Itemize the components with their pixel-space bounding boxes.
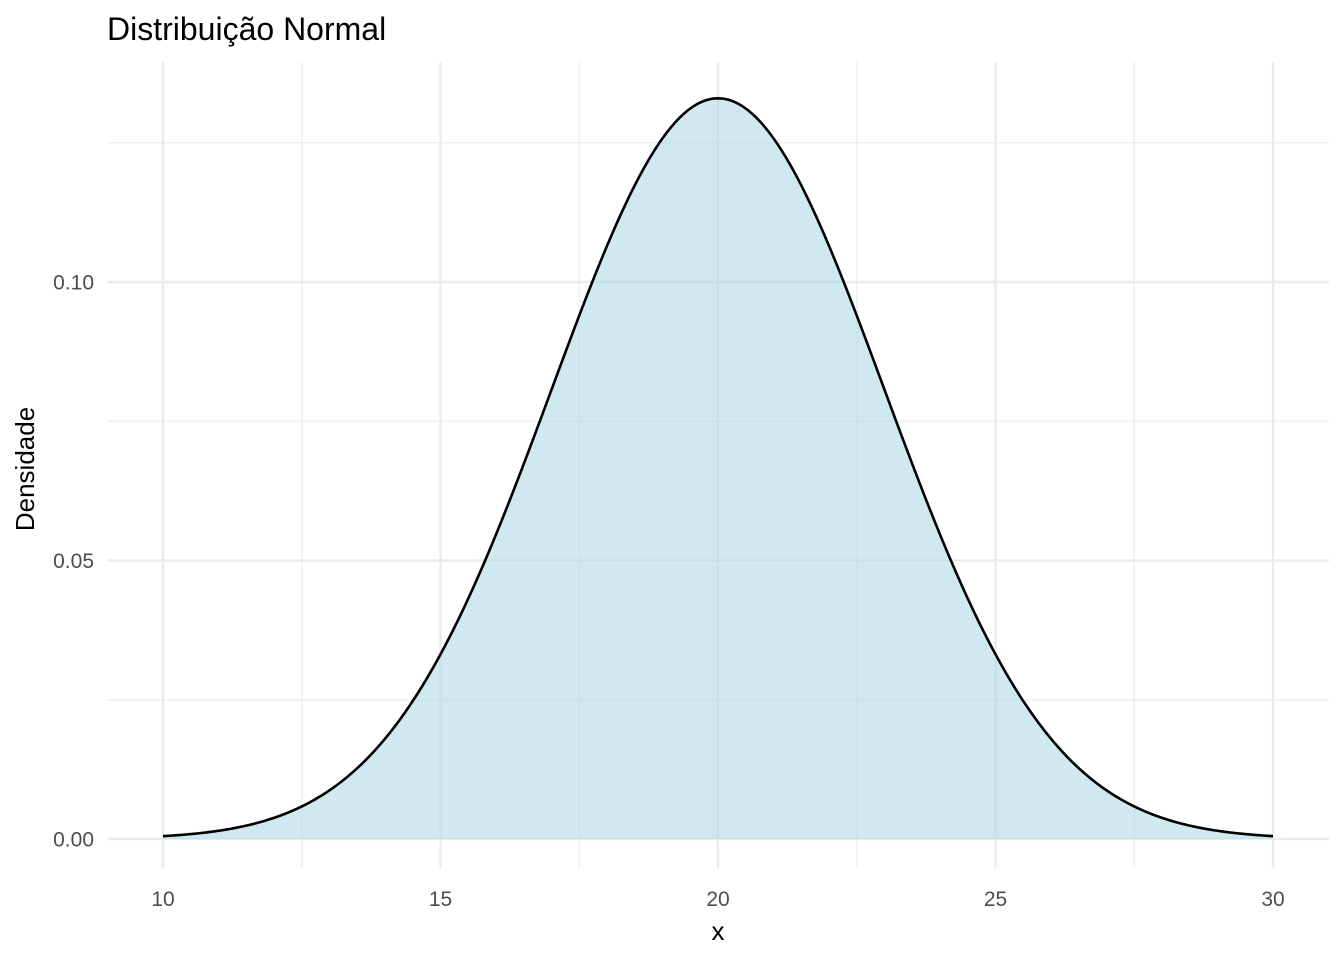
density-area-layer	[162, 97, 1274, 840]
y-tick-label: 0.05	[53, 550, 94, 573]
density-area-fill	[163, 98, 1273, 840]
x-axis-ticks: 10 15 20 25 30	[151, 888, 1284, 911]
x-tick-label: 10	[151, 888, 174, 911]
y-axis-title: Densidade	[10, 407, 40, 531]
density-curve	[162, 97, 1274, 838]
chart-title: Distribuição Normal	[107, 11, 386, 47]
y-axis-ticks: 0.00 0.05 0.10	[53, 272, 94, 852]
x-tick-label: 20	[706, 888, 729, 911]
y-tick-label: 0.00	[53, 829, 94, 852]
x-tick-label: 25	[984, 888, 1007, 911]
x-axis-title: x	[712, 916, 725, 946]
y-tick-label: 0.10	[53, 272, 94, 295]
x-tick-label: 15	[429, 888, 452, 911]
x-tick-label: 30	[1261, 888, 1284, 911]
